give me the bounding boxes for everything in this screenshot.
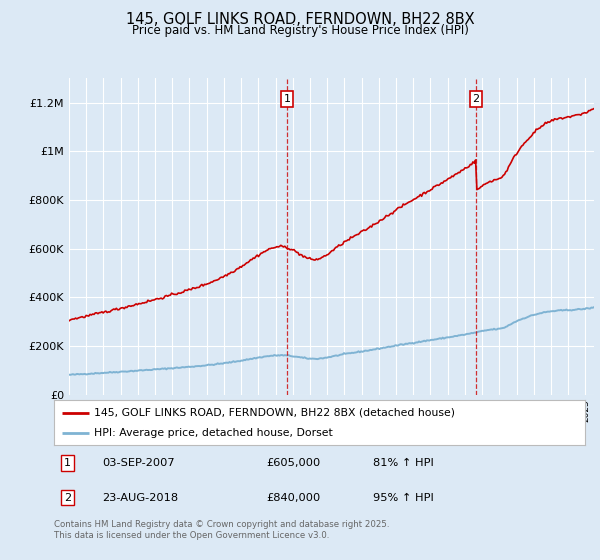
Text: 145, GOLF LINKS ROAD, FERNDOWN, BH22 8BX: 145, GOLF LINKS ROAD, FERNDOWN, BH22 8BX (125, 12, 475, 27)
Text: 23-AUG-2018: 23-AUG-2018 (102, 493, 178, 502)
Text: 145, GOLF LINKS ROAD, FERNDOWN, BH22 8BX (detached house): 145, GOLF LINKS ROAD, FERNDOWN, BH22 8BX… (94, 408, 455, 418)
Text: 2: 2 (64, 493, 71, 502)
Text: 81% ↑ HPI: 81% ↑ HPI (373, 458, 433, 468)
Text: 1: 1 (284, 94, 290, 104)
Text: Contains HM Land Registry data © Crown copyright and database right 2025.
This d: Contains HM Land Registry data © Crown c… (54, 520, 389, 540)
Text: 2: 2 (472, 94, 479, 104)
Text: 03-SEP-2007: 03-SEP-2007 (102, 458, 175, 468)
Text: £840,000: £840,000 (266, 493, 320, 502)
Text: 1: 1 (64, 458, 71, 468)
Text: HPI: Average price, detached house, Dorset: HPI: Average price, detached house, Dors… (94, 428, 332, 438)
Text: £605,000: £605,000 (266, 458, 320, 468)
Text: 95% ↑ HPI: 95% ↑ HPI (373, 493, 433, 502)
Text: Price paid vs. HM Land Registry's House Price Index (HPI): Price paid vs. HM Land Registry's House … (131, 24, 469, 37)
